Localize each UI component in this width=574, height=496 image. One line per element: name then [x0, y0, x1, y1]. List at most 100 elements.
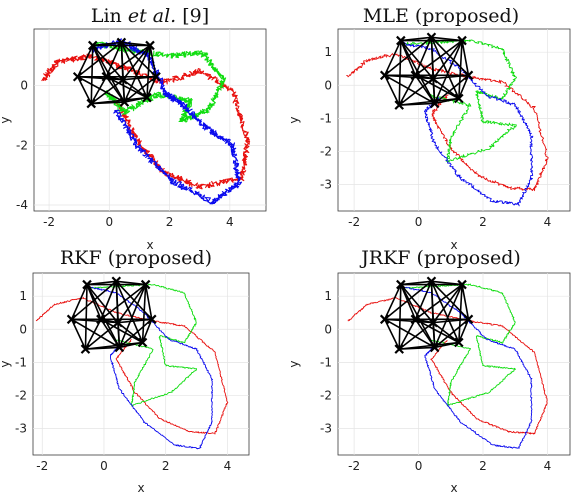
- network-edge: [71, 318, 118, 324]
- network-edge: [91, 96, 148, 105]
- network-edge: [122, 79, 126, 103]
- network-edge: [430, 36, 460, 99]
- x-axis-label: x: [450, 481, 457, 495]
- sensor-node-marker: [86, 98, 97, 109]
- sensor-node-marker: [426, 32, 437, 43]
- network-edge: [90, 76, 108, 104]
- sensor-node-marker: [140, 279, 151, 290]
- network-edge: [400, 284, 434, 324]
- x-tick-label: 4: [544, 459, 552, 473]
- trajectory-red: [347, 297, 548, 435]
- network-edge: [124, 96, 148, 103]
- x-tick-label: 4: [544, 215, 552, 229]
- network-edge: [76, 45, 94, 78]
- sensor-node-marker: [457, 35, 467, 46]
- x-tick-label: 2: [479, 459, 487, 473]
- sensor-node-marker: [394, 100, 404, 110]
- network-edge: [70, 318, 87, 350]
- sensor-network: [379, 276, 474, 354]
- x-tick-label: -2: [43, 215, 55, 229]
- sensor-node-marker: [410, 314, 421, 325]
- network-edge: [121, 41, 151, 47]
- network-edge: [398, 318, 417, 350]
- network-edge: [384, 318, 436, 349]
- y-tick-label: 0: [324, 322, 332, 336]
- sensor-node-marker: [457, 279, 467, 290]
- network-edge: [105, 42, 123, 78]
- network-edge: [384, 280, 432, 320]
- network-edge: [399, 97, 459, 106]
- network-edge: [149, 45, 157, 77]
- x-axis-label: x: [137, 481, 144, 495]
- network-edge: [117, 318, 152, 324]
- network-edge: [117, 322, 121, 348]
- plot-area: [32, 272, 250, 456]
- network-edge: [433, 284, 463, 348]
- network-edge: [458, 319, 470, 343]
- sensor-node-marker: [72, 71, 83, 82]
- trajectory-red: [35, 297, 229, 435]
- gridlines: [34, 29, 266, 211]
- network-edge: [85, 341, 143, 350]
- y-tick-label: -2: [15, 388, 27, 402]
- plot-area: [337, 28, 571, 212]
- network-edge: [105, 44, 151, 78]
- plot-area: [337, 272, 571, 456]
- network-edge: [76, 76, 92, 104]
- network-edge: [461, 284, 470, 320]
- network-edge: [414, 39, 463, 76]
- network-edge: [100, 283, 147, 320]
- network-edge: [398, 284, 402, 350]
- network-edge: [84, 318, 102, 350]
- sensor-node-marker: [410, 70, 421, 81]
- sensor-node-marker: [379, 70, 390, 81]
- network-edge: [384, 318, 400, 350]
- network-edge: [100, 280, 118, 320]
- panel-title: RKF (proposed): [60, 247, 212, 269]
- y-tick-label: -2: [320, 144, 332, 158]
- sensor-node-marker: [118, 74, 128, 85]
- network-edge: [146, 76, 157, 98]
- sensor-node-marker: [142, 92, 152, 103]
- network-edge: [84, 322, 119, 350]
- y-tick-label: -1: [15, 355, 27, 369]
- sensor-node-marker: [119, 97, 130, 107]
- x-tick-label: 2: [166, 215, 174, 229]
- y-tick-label: -3: [15, 422, 27, 436]
- network-edge: [414, 318, 460, 344]
- network-edge: [71, 280, 117, 320]
- network-edge: [141, 284, 147, 343]
- sensor-node-marker: [137, 337, 148, 348]
- panel-rkf: RKF (proposed) -2 0 2 4 -3 -2 -1 0 1 x y: [0, 247, 250, 495]
- network-edge: [105, 76, 148, 99]
- network-edge: [434, 318, 470, 349]
- sensor-node-marker: [147, 314, 157, 325]
- sensor-node-marker: [428, 317, 438, 328]
- network-edge: [70, 284, 88, 320]
- network-edge: [115, 280, 144, 343]
- gridlines: [338, 29, 570, 211]
- sensor-node-marker: [394, 344, 404, 354]
- x-tick-label: 2: [479, 215, 487, 229]
- y-axis-label: y: [287, 360, 301, 367]
- sensor-node-marker: [429, 98, 440, 109]
- network-edge: [398, 40, 402, 106]
- network-edge: [431, 36, 463, 42]
- y-tick-label: 0: [324, 78, 332, 92]
- network-edge: [458, 40, 463, 99]
- network-edge: [86, 284, 119, 324]
- network-edge: [414, 74, 460, 100]
- trajectory-green: [405, 283, 516, 407]
- network-edge: [92, 44, 124, 81]
- trajectory-green: [404, 39, 517, 163]
- network-edge: [383, 40, 402, 76]
- y-tick-label: -1: [320, 355, 332, 369]
- network-edge: [100, 318, 121, 348]
- y-axis-label: y: [287, 116, 301, 123]
- tick-labels: -2 0 2 4 -3 -2 -1 0 1: [320, 289, 551, 473]
- network-edge: [384, 74, 400, 106]
- network-edge: [398, 74, 417, 106]
- network-edge: [123, 76, 157, 103]
- sensor-node-marker: [463, 314, 474, 325]
- sensor-node-marker: [454, 93, 464, 104]
